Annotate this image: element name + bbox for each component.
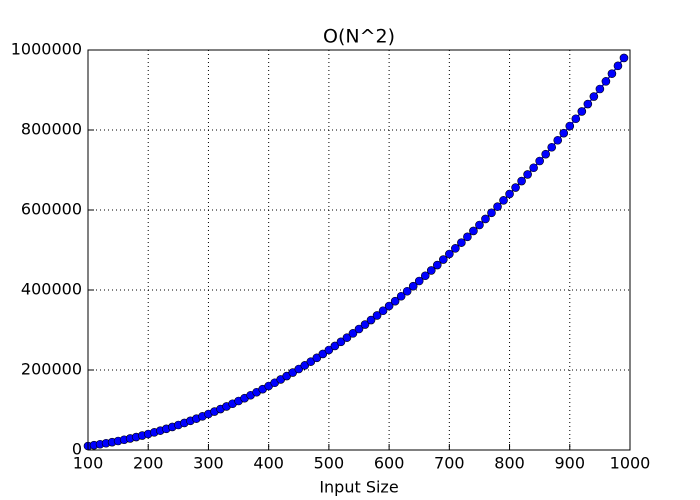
chart-title: O(N^2) (323, 26, 395, 48)
data-point (426, 266, 436, 275)
data-point (318, 349, 328, 359)
data-point (547, 142, 557, 152)
y-tick-label: 1000000 (11, 40, 82, 59)
y-tick-label: 800000 (21, 120, 82, 139)
data-point (529, 163, 538, 173)
data-point (553, 135, 563, 145)
y-tick-label: 200000 (21, 360, 82, 379)
x-tick-label: 500 (314, 454, 345, 473)
data-point (589, 92, 599, 101)
x-tick-label: 200 (133, 454, 164, 473)
x-tick-label: 900 (555, 454, 586, 473)
data-point (565, 121, 575, 131)
data-point (439, 255, 448, 264)
data-point (312, 353, 322, 363)
data-point (390, 296, 400, 306)
data-point (523, 170, 532, 179)
data-point (613, 61, 623, 71)
data-point (348, 329, 358, 338)
data-point (571, 114, 581, 124)
data-point (354, 324, 364, 334)
data-point (432, 260, 442, 270)
x-tick-label: 400 (253, 454, 284, 473)
x-tick-label: 600 (374, 454, 405, 473)
x-tick-label: 300 (193, 454, 224, 473)
data-point (595, 84, 605, 94)
plot-frame (87, 49, 631, 451)
data-point (469, 226, 478, 236)
data-point (384, 301, 394, 311)
data-point (463, 232, 472, 242)
y-tick-label: 600000 (21, 200, 82, 219)
data-point (408, 281, 418, 291)
data-point (577, 107, 587, 116)
data-point (396, 291, 406, 301)
data-point (451, 244, 460, 253)
data-point (366, 315, 376, 325)
data-point (306, 357, 316, 366)
data-point (330, 341, 340, 351)
data-point (378, 306, 388, 316)
y-tick-label: 0 (72, 440, 82, 459)
data-point (493, 202, 502, 211)
data-point (402, 286, 412, 296)
data-point (420, 271, 430, 281)
data-point (336, 337, 346, 347)
data-point (619, 53, 629, 63)
data-point (601, 77, 611, 86)
data-point (342, 333, 352, 342)
x-axis-label: Input Size (319, 478, 398, 497)
data-point (324, 345, 334, 355)
x-tick-label: 800 (494, 454, 525, 473)
data-point (511, 183, 520, 192)
data-point (372, 311, 382, 320)
data-point (457, 238, 466, 247)
data-point (535, 156, 544, 166)
data-point (445, 249, 454, 259)
data-point (414, 276, 424, 286)
data-point (475, 220, 484, 230)
data-point (487, 208, 496, 218)
data-point (505, 189, 514, 199)
data-point (360, 320, 370, 329)
x-tick-label: 700 (434, 454, 465, 473)
x-tick-label: 100 (73, 454, 104, 473)
data-point (607, 69, 617, 78)
y-tick-label: 400000 (21, 280, 82, 299)
data-point (499, 196, 508, 205)
data-point (541, 149, 550, 159)
data-point (481, 214, 490, 224)
x-tick-label: 1000 (610, 454, 651, 473)
data-point (559, 128, 569, 138)
data-point (583, 99, 593, 109)
data-point (517, 176, 526, 186)
